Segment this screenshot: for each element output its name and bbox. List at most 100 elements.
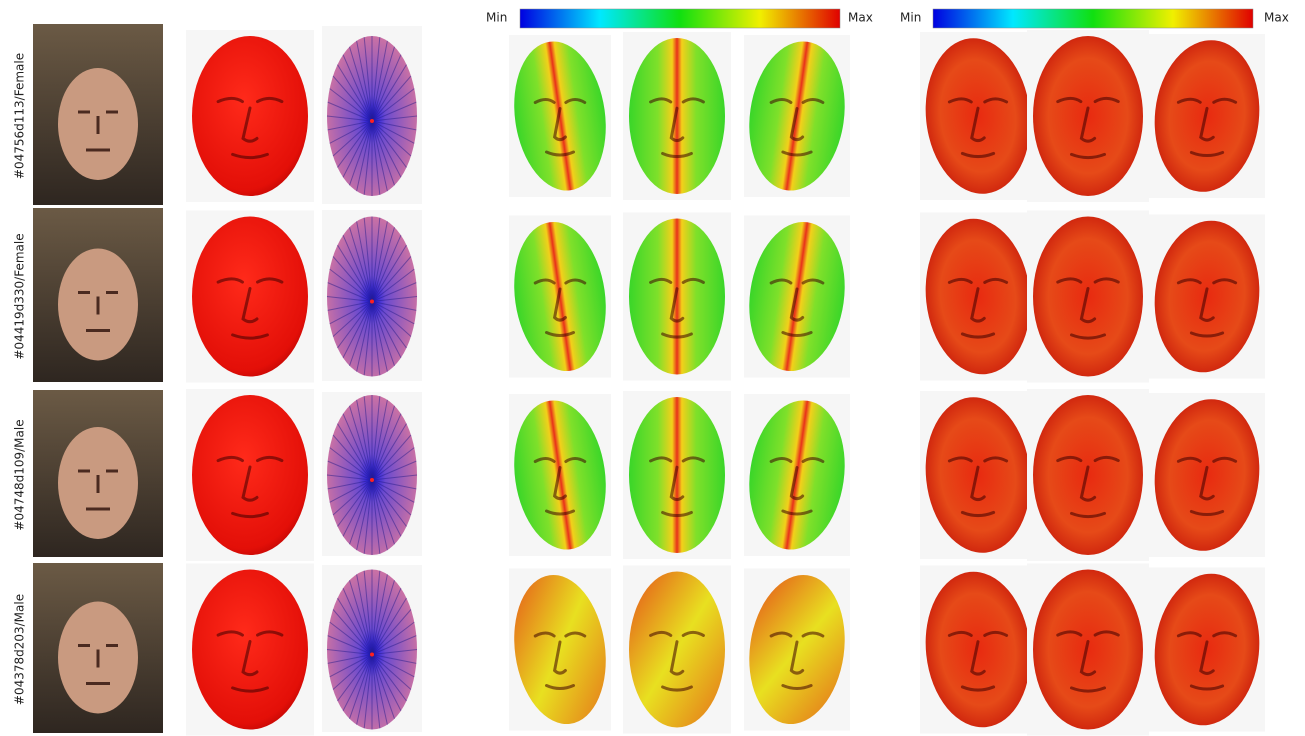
distance-face-features — [769, 631, 825, 690]
mesh-line — [371, 413, 402, 481]
distance-face-features — [769, 278, 825, 337]
mesh-line — [363, 120, 373, 195]
red-face — [192, 216, 308, 377]
mesh-line — [356, 479, 373, 551]
mesh-line — [371, 256, 412, 302]
mesh-line — [332, 434, 373, 481]
mesh-line — [363, 301, 373, 376]
curvature-face-features — [947, 277, 1009, 339]
mesh-line — [371, 268, 415, 302]
mesh-line — [371, 479, 388, 551]
mesh-line — [371, 597, 407, 655]
mesh-line — [356, 120, 373, 192]
mesh-line — [332, 654, 373, 690]
mesh-line — [327, 282, 373, 302]
mesh-line — [337, 654, 373, 702]
mesh-line — [363, 217, 373, 302]
rows: #04756d113/Female #04419d330/Female #04748… — [13, 24, 1265, 736]
mesh-line — [349, 120, 373, 186]
mesh-line — [349, 479, 373, 545]
photo-features — [78, 291, 118, 332]
mesh-line — [337, 597, 373, 655]
mesh-line — [332, 301, 373, 337]
mesh-line — [371, 474, 418, 481]
mesh-line — [371, 120, 388, 192]
colorbars: Min Max Min Max — [486, 8, 1289, 29]
curvature-face — [925, 571, 1031, 728]
colorbar-max-label: Max — [848, 11, 873, 25]
distance-face-features — [649, 277, 705, 339]
mesh-line — [349, 227, 373, 302]
mesh-line — [327, 654, 373, 664]
mesh-line — [326, 649, 373, 655]
curvature-face — [925, 397, 1031, 553]
mesh-line — [371, 574, 388, 655]
mesh-line — [371, 88, 415, 122]
curvature-face-features — [1176, 97, 1238, 158]
mesh-line — [329, 447, 373, 481]
mesh-line — [371, 120, 395, 186]
mesh-line — [371, 654, 412, 690]
mesh-line — [371, 301, 395, 366]
mesh-line — [327, 460, 373, 481]
mesh-line — [371, 120, 407, 168]
red-face — [192, 395, 308, 555]
red-face — [192, 36, 308, 196]
mesh-line — [329, 120, 373, 144]
mesh-line — [332, 256, 373, 302]
mesh-line — [371, 479, 402, 537]
row: #04419d330/Female — [13, 208, 1265, 383]
mesh-line — [371, 479, 417, 490]
mesh-line — [329, 88, 373, 122]
mesh-line — [371, 479, 415, 503]
curvature-face-features — [1056, 630, 1120, 693]
mesh-line — [371, 654, 415, 678]
row: #04748d109/Male — [13, 389, 1265, 561]
curvature-face — [1033, 569, 1143, 730]
mesh-line — [337, 120, 373, 168]
mesh-line — [329, 301, 373, 325]
curvature-face — [1033, 36, 1143, 196]
mesh-line — [349, 46, 373, 122]
mesh-line — [356, 574, 373, 655]
mesh-line — [349, 580, 373, 655]
curvature-face-features — [1056, 277, 1120, 340]
mesh-line — [371, 282, 417, 302]
mesh-line — [363, 570, 373, 655]
mesh-line — [371, 301, 412, 337]
mesh-line — [371, 75, 412, 122]
curvature-face-features — [1176, 631, 1238, 691]
red-face-features — [216, 630, 284, 693]
mesh-line — [371, 635, 417, 655]
mesh-line — [371, 649, 418, 655]
mesh-line — [329, 654, 373, 678]
mesh-line — [371, 654, 402, 712]
curvature-face — [1154, 40, 1260, 192]
mesh-line — [371, 654, 395, 719]
mesh-line — [371, 479, 412, 516]
mesh-line — [371, 54, 402, 122]
curvature-face — [1154, 220, 1260, 373]
mesh-line — [371, 479, 395, 545]
colorbar-max-label: Max — [1264, 11, 1289, 25]
mesh-line — [329, 479, 373, 503]
mesh-line — [371, 654, 388, 725]
mesh-line — [371, 221, 388, 302]
mesh-line — [332, 120, 373, 157]
curvature-face-features — [1056, 96, 1120, 160]
mesh-line — [363, 37, 373, 122]
distance-face-features — [769, 98, 825, 157]
mesh-line — [371, 301, 417, 311]
distance-face-features — [769, 457, 825, 516]
distance-face-features — [649, 630, 705, 692]
distance-face-features — [533, 278, 587, 337]
mesh-line — [371, 423, 407, 481]
mesh-line — [349, 654, 373, 719]
mesh-line — [327, 120, 373, 131]
mesh-line — [371, 609, 412, 655]
mesh-line — [371, 460, 417, 481]
colorbar — [519, 8, 841, 29]
mesh-line — [371, 120, 402, 178]
colorbar — [932, 8, 1254, 29]
